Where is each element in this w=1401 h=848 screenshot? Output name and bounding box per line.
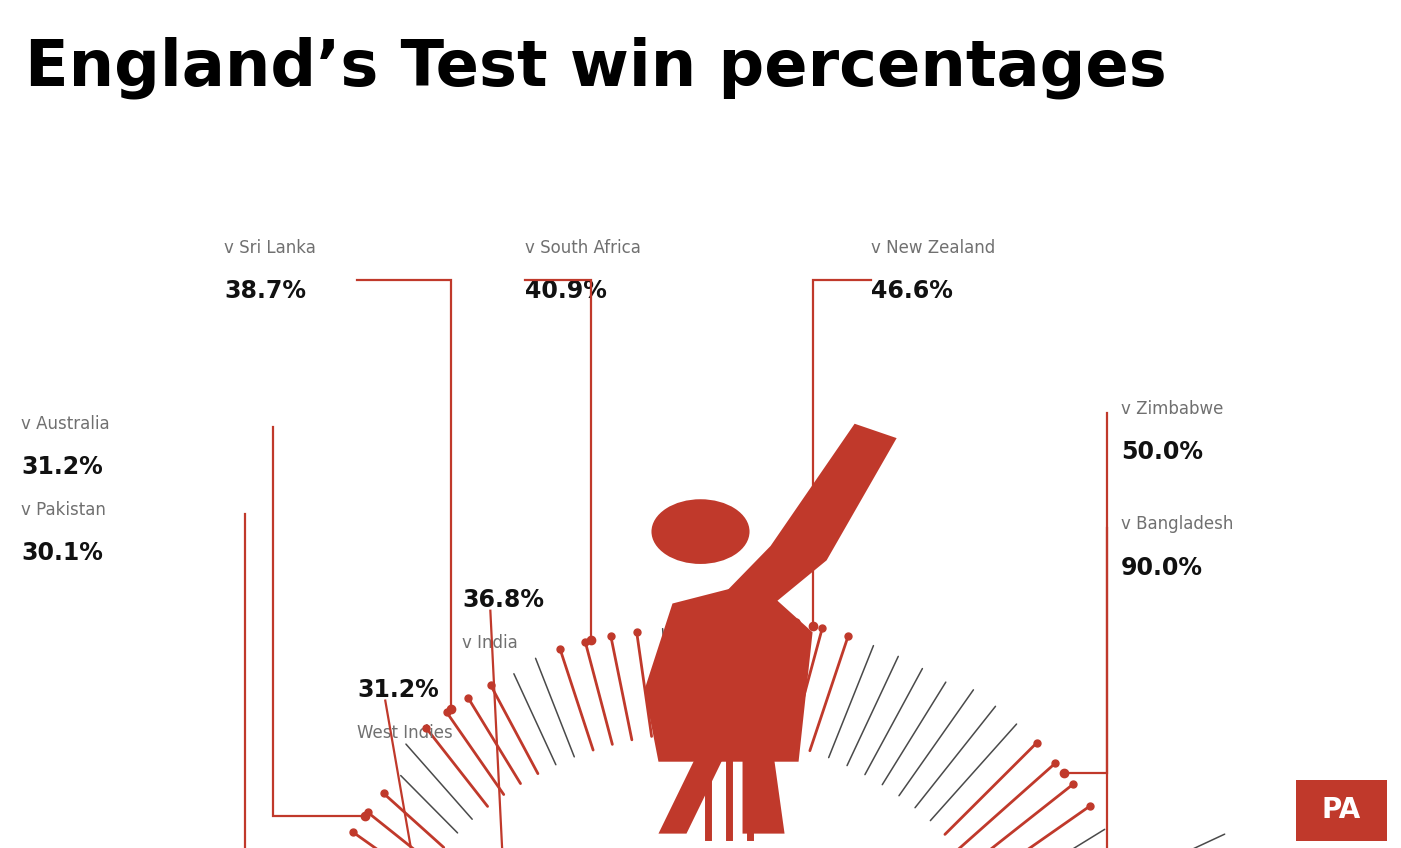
- Text: 36.8%: 36.8%: [462, 588, 545, 612]
- Ellipse shape: [651, 499, 750, 564]
- Text: England’s Test win percentages: England’s Test win percentages: [25, 36, 1167, 99]
- Polygon shape: [644, 582, 813, 762]
- Text: West Indies: West Indies: [357, 724, 453, 742]
- Text: v South Africa: v South Africa: [525, 238, 642, 257]
- Polygon shape: [715, 424, 897, 618]
- Text: v Bangladesh: v Bangladesh: [1121, 516, 1233, 533]
- Text: v Zimbabwe: v Zimbabwe: [1121, 400, 1223, 418]
- Text: 46.6%: 46.6%: [871, 279, 953, 303]
- Text: PA: PA: [1321, 796, 1362, 824]
- Text: 31.2%: 31.2%: [357, 678, 439, 702]
- Text: 40.9%: 40.9%: [525, 279, 607, 303]
- Polygon shape: [743, 733, 785, 834]
- Bar: [1296, 779, 1387, 841]
- Polygon shape: [658, 747, 729, 834]
- Text: v New Zealand: v New Zealand: [871, 238, 996, 257]
- Text: 50.0%: 50.0%: [1121, 440, 1203, 465]
- Text: v Pakistan: v Pakistan: [21, 501, 106, 519]
- Text: v Sri Lanka: v Sri Lanka: [224, 238, 317, 257]
- Text: v Australia: v Australia: [21, 415, 109, 432]
- Text: 90.0%: 90.0%: [1121, 555, 1203, 579]
- Text: 38.7%: 38.7%: [224, 279, 307, 303]
- Text: v India: v India: [462, 634, 518, 652]
- Text: 30.1%: 30.1%: [21, 541, 102, 565]
- Text: 31.2%: 31.2%: [21, 455, 102, 479]
